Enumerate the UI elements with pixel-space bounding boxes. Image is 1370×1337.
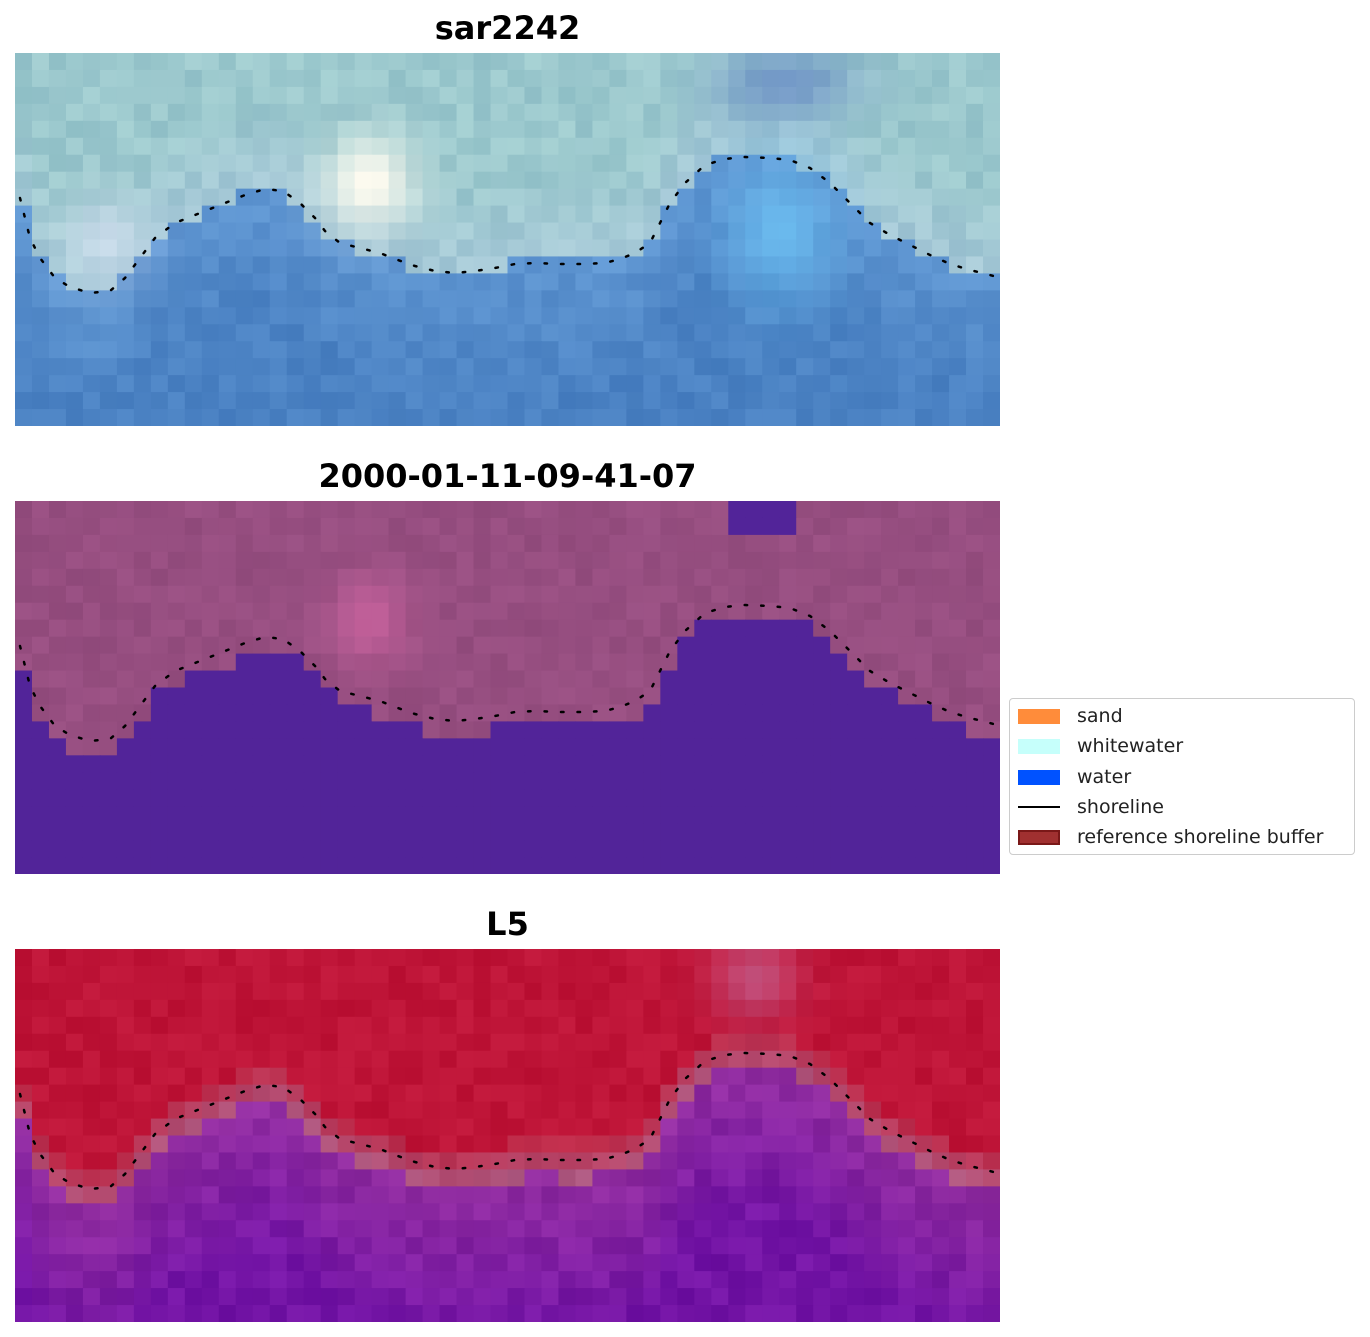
legend-label-buffer: reference shoreline buffer [1077, 826, 1324, 848]
sar-image [15, 53, 1000, 426]
l5-image [15, 949, 1000, 1322]
panel-title-2: 2000-01-11-09-41-07 [318, 457, 697, 495]
legend-item-sand: sand [1018, 705, 1123, 727]
whitewater-swatch [1018, 738, 1060, 754]
sand-swatch [1018, 708, 1060, 724]
legend-label-shoreline: shoreline [1077, 796, 1164, 818]
legend-label-sand: sand [1077, 705, 1123, 727]
legend-label-water: water [1077, 766, 1132, 788]
l5-image-panel [15, 949, 1000, 1322]
shoreline-line-icon [1018, 806, 1060, 808]
legend-item-buffer: reference shoreline buffer [1018, 826, 1323, 848]
classification-image [15, 501, 1000, 874]
legend-item-shoreline: shoreline [1018, 796, 1164, 818]
classification-panel [15, 501, 1000, 874]
legend: sand whitewater water shoreline referenc… [1009, 698, 1355, 855]
legend-item-whitewater: whitewater [1018, 735, 1183, 757]
sar-image-panel [15, 53, 1000, 426]
water-swatch [1018, 769, 1060, 785]
panel-title-3: L5 [486, 905, 529, 943]
panel-title-1: sar2242 [434, 9, 581, 47]
buffer-swatch [1018, 829, 1060, 845]
legend-item-water: water [1018, 766, 1131, 788]
legend-label-whitewater: whitewater [1077, 735, 1184, 757]
